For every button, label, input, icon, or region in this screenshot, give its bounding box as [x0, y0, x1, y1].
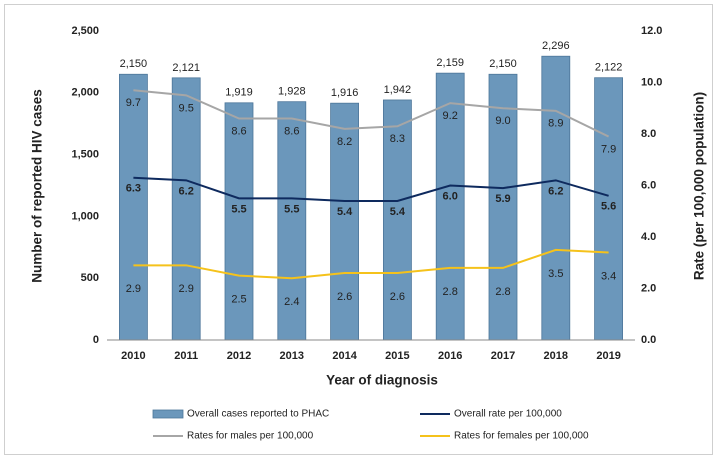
y2-tick-label: 0.0 [641, 334, 656, 346]
bar-value-label: 2,159 [436, 57, 464, 69]
y2-tick-label: 4.0 [641, 231, 656, 243]
line-value-label: 5.6 [601, 201, 616, 213]
line-value-label: 2.9 [179, 283, 194, 295]
y2-tick-label: 6.0 [641, 179, 656, 191]
x-tick-label: 2012 [227, 350, 251, 362]
line-value-label: 2.8 [443, 286, 458, 298]
x-tick-label: 2019 [596, 350, 620, 362]
y-tick-label: 500 [81, 272, 99, 284]
x-tick-label: 2016 [438, 350, 462, 362]
y-tick-label: 0 [93, 334, 99, 346]
bar-value-label: 1,916 [331, 87, 359, 99]
line-value-label: 2.4 [284, 296, 299, 308]
line-value-label: 5.4 [390, 206, 406, 218]
line [133, 248, 609, 280]
line-value-label: 7.9 [601, 143, 616, 155]
bar [277, 101, 307, 341]
x-tick-label: 2014 [332, 350, 357, 362]
bar-value-label: 1,942 [384, 84, 412, 96]
bar [488, 73, 518, 341]
line-value-label: 8.6 [231, 125, 246, 137]
line-value-label: 2.6 [390, 291, 405, 303]
bar [171, 77, 201, 341]
line-value-label: 2.8 [495, 286, 510, 298]
bar-value-label: 1,919 [225, 87, 253, 99]
y-tick-label: 2,000 [71, 87, 99, 99]
x-tick-label: 2010 [121, 350, 145, 362]
line-value-label: 6.3 [126, 183, 141, 195]
bar-value-label: 2,150 [489, 58, 517, 70]
line-value-label: 5.4 [337, 206, 353, 218]
y-tick-label: 1,000 [71, 210, 99, 222]
legend-label: Overall rate per 100,000 [454, 409, 562, 420]
bar [594, 77, 623, 341]
y2-tick-label: 2.0 [641, 282, 656, 294]
line-value-label: 6.2 [548, 185, 563, 197]
bar [541, 55, 571, 341]
x-tick-label: 2015 [385, 350, 409, 362]
line-value-label: 8.3 [390, 133, 405, 145]
line-value-label: 3.4 [601, 270, 616, 282]
y2-tick-label: 10.0 [641, 76, 662, 88]
bar [382, 99, 412, 341]
line-value-label: 2.6 [337, 291, 352, 303]
y-tick-label: 1,500 [71, 149, 99, 161]
bar-value-label: 2,296 [542, 40, 570, 52]
line-value-label: 6.0 [443, 190, 458, 202]
legend-swatch [152, 409, 184, 419]
line-value-label: 5.5 [231, 203, 246, 215]
x-tick-label: 2011 [174, 350, 198, 362]
y-tick-label: 2,500 [71, 25, 99, 37]
legend-label: Overall cases reported to PHAC [187, 409, 329, 420]
line-value-label: 6.2 [179, 185, 194, 197]
line-value-label: 8.2 [337, 136, 352, 148]
y2-tick-label: 8.0 [641, 128, 656, 140]
line-value-label: 5.5 [284, 203, 299, 215]
bar [119, 73, 148, 341]
y-axis-title: Number of reported HIV cases [30, 89, 45, 283]
line-value-label: 9.0 [495, 115, 510, 127]
x-tick-label: 2017 [491, 350, 515, 362]
line-value-label: 9.2 [443, 110, 458, 122]
line [133, 176, 609, 202]
x-tick-label: 2018 [544, 350, 568, 362]
frame [4, 4, 713, 455]
line-value-label: 8.6 [284, 125, 299, 137]
bar-value-label: 1,928 [278, 86, 306, 98]
x-tick-label: 2013 [280, 350, 304, 362]
bar-value-label: 2,150 [120, 58, 148, 70]
legend-label: Rates for females per 100,000 [454, 431, 589, 442]
line-value-label: 3.5 [548, 268, 563, 280]
line-value-label: 9.7 [126, 97, 141, 109]
line [133, 89, 610, 138]
bar [330, 102, 360, 341]
bar-value-label: 2,121 [172, 62, 200, 74]
line-value-label: 2.9 [126, 283, 141, 295]
line-value-label: 5.9 [495, 193, 510, 205]
y2-tick-label: 12.0 [641, 25, 662, 37]
legend-label: Rates for males per 100,000 [187, 431, 314, 442]
x-axis-title: Year of diagnosis [326, 373, 438, 388]
line-value-label: 9.5 [179, 102, 194, 114]
bar-value-label: 2,122 [595, 62, 623, 74]
line-value-label: 2.5 [231, 294, 246, 306]
y2-axis-title: Rate (per 100,000 population) [692, 92, 707, 280]
line-value-label: 8.9 [548, 118, 563, 130]
